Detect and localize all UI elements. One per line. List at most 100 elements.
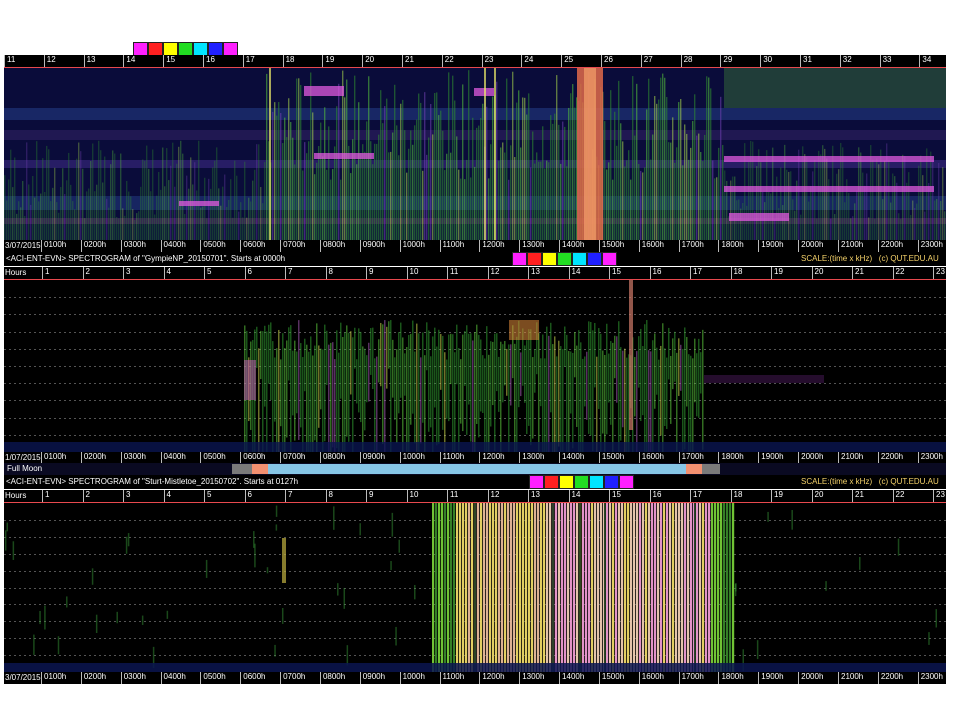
spectrogram-texture bbox=[452, 75, 454, 240]
time-tick-label: 2000h bbox=[798, 672, 823, 684]
panel3-color-swatches bbox=[529, 475, 634, 489]
hour-tick-label: 24 bbox=[521, 55, 533, 67]
panel3-time-axis: 3/07/2015 0100h 0200h 0300h 0400h 0500h 0600h… bbox=[4, 672, 946, 684]
spectrogram-texture bbox=[465, 503, 468, 672]
spectrogram-texture bbox=[414, 351, 416, 444]
panel2-hours-label: Hours bbox=[5, 268, 27, 277]
spectrogram-texture bbox=[828, 179, 830, 240]
spectrogram-texture bbox=[296, 78, 298, 240]
spectrogram-texture bbox=[34, 197, 36, 240]
spectrogram-texture bbox=[570, 93, 572, 240]
spectrogram-texture bbox=[862, 172, 864, 240]
spectrogram-texture bbox=[546, 326, 548, 452]
hour-tick-label: 10 bbox=[406, 267, 418, 279]
color-swatch bbox=[587, 252, 602, 266]
hour-tick-label: 22 bbox=[892, 267, 904, 279]
spectrogram-texture bbox=[444, 170, 446, 240]
spectrogram-texture bbox=[86, 191, 88, 240]
spectrogram-texture bbox=[340, 322, 342, 399]
spectrogram-texture bbox=[281, 608, 284, 624]
spectrogram-texture bbox=[356, 359, 358, 404]
spectrogram-texture bbox=[656, 347, 658, 395]
spectrogram-texture bbox=[538, 333, 540, 452]
color-swatch bbox=[163, 42, 178, 56]
spectrogram-texture bbox=[654, 503, 657, 672]
spectrogram-texture bbox=[294, 164, 296, 240]
spectrogram-texture bbox=[694, 503, 696, 672]
spectrogram-texture bbox=[62, 168, 64, 240]
spectrogram-texture bbox=[302, 357, 304, 452]
spectrogram-texture bbox=[480, 503, 483, 672]
spectrogram-texture bbox=[616, 145, 618, 240]
spectrogram-texture bbox=[634, 357, 636, 417]
spectrogram-texture bbox=[688, 354, 690, 452]
spectrogram-texture bbox=[678, 338, 680, 396]
spectrogram-texture bbox=[218, 188, 220, 240]
spectrogram-texture bbox=[822, 145, 824, 240]
spectrogram-texture bbox=[328, 126, 330, 240]
spectrogram-texture bbox=[640, 170, 642, 240]
spectrogram-texture bbox=[483, 503, 486, 672]
spectrogram-texture bbox=[430, 104, 432, 240]
spectrogram-texture bbox=[642, 346, 644, 416]
spectrogram-texture bbox=[334, 359, 336, 452]
spectrogram-texture bbox=[54, 167, 56, 240]
time-tick-label: 2100h bbox=[838, 672, 863, 684]
time-tick-label: 1300h bbox=[519, 452, 544, 463]
spectrogram-texture bbox=[544, 358, 546, 452]
spectrogram-texture bbox=[568, 351, 570, 452]
spectrogram-texture bbox=[812, 171, 814, 240]
spectrogram-texture bbox=[530, 329, 532, 446]
spectrogram-texture bbox=[494, 333, 496, 452]
spectrogram-texture bbox=[4, 530, 7, 551]
spectrogram-texture bbox=[464, 179, 466, 240]
spectrogram-texture bbox=[378, 339, 380, 383]
spectrogram-texture bbox=[494, 68, 496, 240]
spectrogram-texture bbox=[58, 212, 60, 240]
spectrogram-texture bbox=[410, 333, 412, 425]
spectrogram-texture bbox=[250, 201, 252, 240]
spectrogram-texture bbox=[944, 211, 946, 240]
spectrogram-panel-2 bbox=[4, 280, 946, 452]
spectrogram-texture bbox=[24, 215, 26, 240]
spectrogram-texture bbox=[836, 173, 838, 240]
hour-tick-label: 9 bbox=[366, 490, 373, 502]
spectrogram-texture bbox=[764, 202, 766, 240]
spectrogram-texture bbox=[106, 198, 108, 240]
spectrogram-texture bbox=[687, 503, 690, 672]
spectrogram-texture bbox=[274, 644, 276, 657]
color-swatch bbox=[208, 42, 223, 56]
spectrogram-texture bbox=[506, 348, 508, 396]
spectrogram-texture bbox=[690, 503, 693, 672]
spectrogram-texture bbox=[710, 88, 712, 240]
time-tick-label: 0500h bbox=[200, 452, 226, 463]
spectrogram-texture bbox=[458, 348, 460, 452]
spectrogram-texture bbox=[540, 503, 543, 672]
time-tick-label: 0600h bbox=[240, 240, 266, 252]
spectrogram-texture bbox=[310, 336, 312, 452]
spectrogram-texture bbox=[432, 134, 434, 240]
spectrogram-texture bbox=[508, 344, 510, 452]
spectrogram-texture bbox=[636, 83, 638, 240]
moon-night-segment-right bbox=[702, 464, 720, 474]
spectrogram-texture bbox=[402, 337, 404, 452]
time-tick-label: 0800h bbox=[319, 240, 345, 252]
spectrogram-texture bbox=[292, 137, 294, 240]
hour-tick-label: 20 bbox=[811, 490, 823, 502]
spectrogram-texture bbox=[424, 355, 426, 452]
spectrogram-texture bbox=[680, 344, 682, 391]
spectrogram-texture bbox=[622, 141, 624, 240]
spectrogram-texture bbox=[662, 323, 664, 452]
spectrogram-texture bbox=[509, 320, 539, 340]
spectrogram-texture bbox=[576, 503, 579, 672]
spectrogram-texture bbox=[124, 215, 126, 240]
spectrogram-texture bbox=[316, 162, 318, 240]
spectrogram-texture bbox=[646, 320, 648, 452]
spectrogram-texture bbox=[90, 161, 92, 240]
spectrogram-texture bbox=[678, 503, 681, 672]
time-tick-label: 2000h bbox=[798, 240, 823, 252]
spectrogram-texture bbox=[658, 99, 660, 240]
spectrogram-texture bbox=[424, 92, 426, 240]
spectrogram-texture bbox=[856, 190, 858, 240]
spectrogram-texture bbox=[742, 202, 744, 240]
